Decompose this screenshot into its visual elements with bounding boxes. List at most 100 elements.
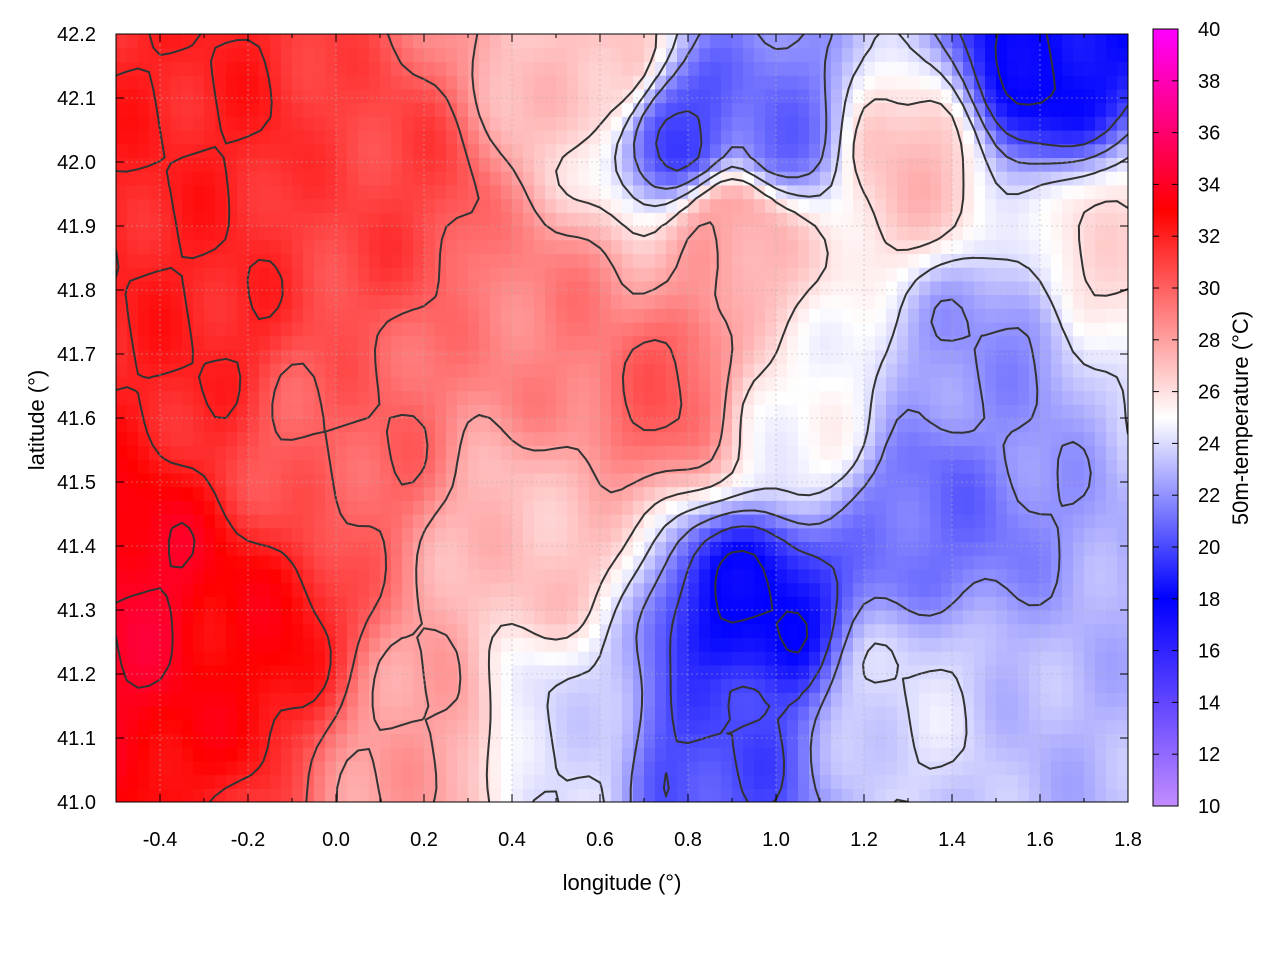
heatmap-cell bbox=[666, 376, 678, 392]
heatmap-cell bbox=[215, 651, 227, 666]
heatmap-cell bbox=[655, 651, 667, 666]
heatmap-cell bbox=[1018, 445, 1030, 460]
heatmap-cell bbox=[600, 102, 612, 117]
heatmap-cell bbox=[622, 157, 634, 172]
heatmap-cell bbox=[754, 294, 766, 309]
heatmap-cell bbox=[864, 486, 876, 501]
heatmap-cell bbox=[226, 294, 238, 309]
heatmap-cell bbox=[534, 527, 546, 543]
heatmap-cell bbox=[237, 623, 249, 639]
heatmap-cell bbox=[534, 651, 546, 666]
heatmap-cell bbox=[655, 349, 667, 364]
heatmap-cell bbox=[1029, 788, 1041, 802]
heatmap-cell bbox=[424, 486, 436, 501]
heatmap-cell bbox=[193, 280, 205, 296]
heatmap-cell bbox=[688, 459, 700, 474]
heatmap-cell bbox=[215, 335, 227, 351]
heatmap-cell bbox=[798, 349, 810, 364]
heatmap-cell bbox=[259, 390, 271, 405]
heatmap-cell bbox=[644, 376, 656, 392]
heatmap-cell bbox=[1106, 733, 1118, 748]
heatmap-cell bbox=[127, 171, 139, 186]
heatmap-cell bbox=[369, 582, 381, 597]
heatmap-cell bbox=[875, 774, 887, 789]
heatmap-cell bbox=[1084, 664, 1096, 680]
heatmap-cell bbox=[1084, 184, 1096, 200]
heatmap-cell bbox=[435, 61, 447, 76]
heatmap-cell bbox=[710, 431, 722, 447]
heatmap-cell bbox=[754, 308, 766, 323]
heatmap-cell bbox=[963, 582, 975, 597]
heatmap-cell bbox=[589, 472, 601, 488]
heatmap-cell bbox=[270, 664, 282, 680]
heatmap-cell bbox=[413, 623, 425, 639]
heatmap-cell bbox=[600, 88, 612, 104]
heatmap-cell bbox=[644, 157, 656, 172]
heatmap-cell bbox=[160, 376, 172, 392]
heatmap-cell bbox=[952, 75, 964, 90]
heatmap-cell bbox=[897, 267, 909, 282]
heatmap-cell bbox=[127, 431, 139, 447]
heatmap-cell bbox=[1018, 376, 1030, 392]
heatmap-cell bbox=[1073, 623, 1085, 639]
heatmap-cell bbox=[864, 774, 876, 789]
heatmap-cell bbox=[380, 239, 392, 255]
heatmap-cell bbox=[512, 472, 524, 488]
heatmap-cell bbox=[908, 102, 920, 117]
heatmap-cell bbox=[600, 184, 612, 200]
heatmap-cell bbox=[512, 143, 524, 159]
heatmap-cell bbox=[677, 157, 689, 172]
heatmap-cell bbox=[853, 472, 865, 488]
heatmap-cell bbox=[446, 349, 458, 364]
heatmap-cell bbox=[457, 335, 469, 351]
heatmap-cell bbox=[963, 157, 975, 172]
heatmap-cell bbox=[402, 472, 414, 488]
heatmap-cell bbox=[545, 692, 557, 707]
heatmap-cell bbox=[325, 486, 337, 501]
heatmap-cell bbox=[787, 143, 799, 159]
heatmap-cell bbox=[545, 664, 557, 680]
heatmap-cell bbox=[182, 102, 194, 117]
heatmap-cell bbox=[699, 198, 711, 213]
heatmap-cell bbox=[215, 363, 227, 378]
heatmap-cell bbox=[457, 363, 469, 378]
heatmap-cell bbox=[512, 116, 524, 131]
heatmap-cell bbox=[446, 472, 458, 488]
heatmap-cell bbox=[160, 706, 172, 721]
heatmap-cell bbox=[930, 88, 942, 104]
heatmap-cell bbox=[809, 198, 821, 213]
heatmap-cell bbox=[897, 376, 909, 392]
heatmap-cell bbox=[721, 363, 733, 378]
heatmap-cell bbox=[1029, 733, 1041, 748]
heatmap-cell bbox=[1051, 75, 1063, 90]
heatmap-cell bbox=[171, 47, 183, 63]
heatmap-cell bbox=[974, 335, 986, 351]
heatmap-cell bbox=[556, 582, 568, 597]
heatmap-cell bbox=[292, 184, 304, 200]
heatmap-cell bbox=[248, 637, 260, 652]
heatmap-cell bbox=[864, 527, 876, 543]
heatmap-cell bbox=[655, 171, 667, 186]
heatmap-cell bbox=[501, 102, 513, 117]
heatmap-cell bbox=[677, 143, 689, 159]
heatmap-cell bbox=[985, 747, 997, 762]
heatmap-cell bbox=[292, 171, 304, 186]
heatmap-cell bbox=[116, 760, 128, 776]
heatmap-cell bbox=[358, 267, 370, 282]
heatmap-cell bbox=[182, 651, 194, 666]
heatmap-cell bbox=[710, 459, 722, 474]
heatmap-cell bbox=[501, 212, 513, 227]
heatmap-cell bbox=[215, 692, 227, 707]
heatmap-cell bbox=[1095, 390, 1107, 405]
heatmap-cell bbox=[248, 116, 260, 131]
heatmap-cell bbox=[545, 212, 557, 227]
heatmap-cell bbox=[600, 637, 612, 652]
heatmap-cell bbox=[622, 541, 634, 556]
heatmap-cell bbox=[1007, 514, 1019, 529]
heatmap-cell bbox=[281, 267, 293, 282]
heatmap-cell bbox=[787, 527, 799, 543]
heatmap-cell bbox=[633, 363, 645, 378]
heatmap-cell bbox=[952, 596, 964, 611]
heatmap-cell bbox=[523, 212, 535, 227]
heatmap-cell bbox=[633, 390, 645, 405]
